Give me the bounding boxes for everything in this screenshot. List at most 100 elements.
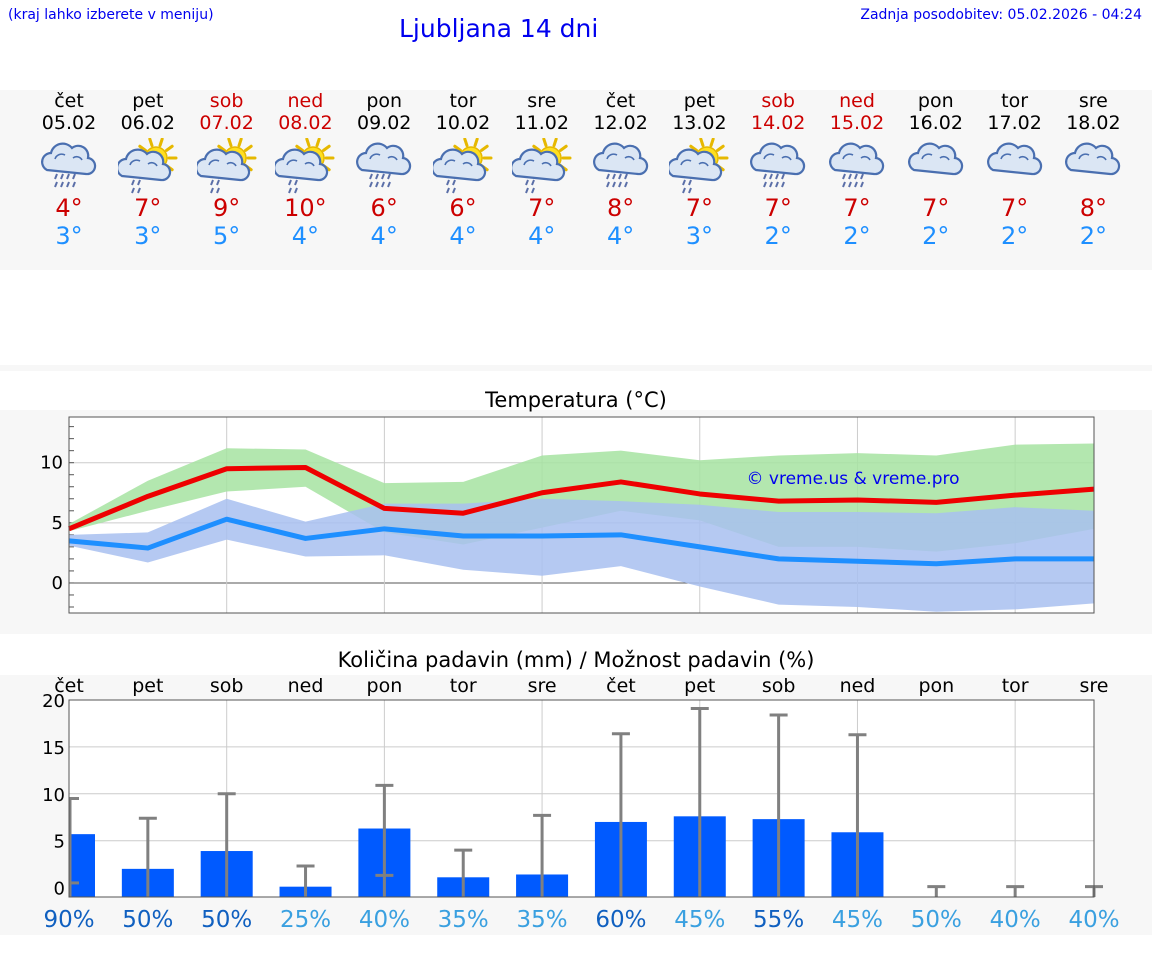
sun-ray bbox=[158, 138, 164, 148]
cloud-detail bbox=[999, 153, 1011, 160]
day-name: čet bbox=[605, 90, 636, 112]
day-name: čet bbox=[54, 90, 84, 112]
precip-probability: 50% bbox=[911, 907, 962, 933]
cloud-detail bbox=[698, 161, 710, 167]
raindrop bbox=[375, 181, 380, 188]
day-name: pon bbox=[366, 90, 403, 112]
sun-ray bbox=[480, 144, 489, 152]
raindrop bbox=[860, 173, 864, 180]
sun-ray bbox=[315, 138, 322, 148]
raindrop bbox=[369, 173, 374, 180]
raindrop bbox=[848, 173, 852, 180]
cloud-shape bbox=[592, 142, 648, 176]
cloud-shape bbox=[275, 148, 329, 182]
min-temp: 2° bbox=[1079, 222, 1108, 250]
precip-day-label: pon bbox=[367, 675, 403, 697]
cloud-shape bbox=[750, 142, 806, 176]
raindrop bbox=[209, 187, 214, 194]
raindrop bbox=[769, 173, 774, 180]
sun-ray bbox=[542, 138, 548, 148]
raindrop bbox=[623, 181, 628, 188]
last-update: Zadnja posodobitev: 05.02.2026 - 04:24 bbox=[860, 7, 1142, 23]
rain-drops bbox=[682, 179, 693, 194]
max-temp: 8° bbox=[606, 194, 635, 222]
raindrop bbox=[130, 179, 135, 186]
precip-day-label: sob bbox=[762, 675, 796, 697]
rain-drops bbox=[763, 173, 786, 188]
day-date: 08.02 bbox=[278, 112, 333, 134]
day-name: sob bbox=[209, 90, 244, 112]
day-date: 09.02 bbox=[356, 112, 412, 134]
sun-ray bbox=[138, 144, 147, 152]
raindrop bbox=[66, 173, 70, 180]
min-temp: 4° bbox=[528, 222, 556, 250]
raindrop bbox=[860, 181, 864, 188]
raindrop bbox=[775, 181, 780, 188]
raindrop bbox=[381, 173, 386, 180]
day-date: 17.02 bbox=[987, 112, 1042, 134]
sun-ray bbox=[473, 138, 479, 148]
raindrop bbox=[617, 173, 622, 180]
day-column: sre 18.02 8° 2° bbox=[1053, 90, 1133, 250]
cloud-detail bbox=[369, 153, 381, 160]
day-column: pon 09.02 6° 4° bbox=[344, 90, 424, 250]
day-name: pet bbox=[132, 90, 164, 112]
precip-day-label: pet bbox=[684, 675, 715, 697]
min-temp: 2° bbox=[843, 222, 871, 250]
rain-drops bbox=[369, 173, 392, 188]
cloud-icon bbox=[1065, 142, 1121, 176]
day-date: 15.02 bbox=[829, 112, 885, 134]
raindrop bbox=[682, 179, 687, 186]
precip-day-label: ned bbox=[840, 675, 876, 697]
sun-ray bbox=[322, 144, 332, 152]
cloud-shape bbox=[669, 148, 723, 182]
sun-ray bbox=[716, 144, 726, 152]
rain-drops bbox=[54, 173, 76, 188]
raindrop bbox=[611, 173, 616, 180]
sun-ray bbox=[148, 138, 154, 148]
day-column: tor 10.02 6° 4° bbox=[423, 90, 503, 250]
day-date: 18.02 bbox=[1066, 112, 1121, 134]
min-temp: 3° bbox=[685, 222, 714, 250]
raindrop bbox=[848, 181, 852, 188]
max-temp: 9° bbox=[212, 194, 241, 222]
cloud-shape bbox=[829, 142, 885, 176]
cloud-rain-icon bbox=[829, 142, 885, 188]
rain-drops bbox=[446, 179, 456, 194]
max-temp: 10° bbox=[284, 194, 327, 222]
day-date: 07.02 bbox=[199, 112, 254, 134]
cloud-icon bbox=[986, 142, 1042, 176]
cloud-shape bbox=[117, 148, 171, 182]
day-date: 14.02 bbox=[750, 112, 806, 134]
precip-day-label: ned bbox=[288, 675, 324, 697]
menu-hint[interactable]: (kraj lahko izberete v meniju) bbox=[8, 7, 214, 23]
sun-ray bbox=[699, 138, 705, 148]
raindrop bbox=[688, 179, 693, 186]
cloud-shape bbox=[907, 142, 963, 176]
y-tick-label: 5 bbox=[54, 832, 65, 853]
raindrop bbox=[617, 181, 622, 188]
day-column: tor 17.02 7° 2° bbox=[975, 90, 1055, 250]
day-column: sre 11.02 7° 4° bbox=[502, 90, 582, 250]
cloud-detail bbox=[54, 153, 66, 160]
day-column: ned 15.02 7° 2° bbox=[817, 90, 897, 250]
raindrop bbox=[769, 181, 774, 188]
cloud-rain-icon bbox=[41, 142, 97, 188]
max-temp: 7° bbox=[922, 194, 950, 222]
cloud-detail bbox=[523, 159, 535, 166]
rain-drops bbox=[842, 173, 864, 188]
cloud-detail bbox=[387, 155, 398, 161]
day-name: ned bbox=[839, 90, 875, 112]
day-column: čet 05.02 4° 3° bbox=[29, 90, 109, 250]
raindrop bbox=[688, 187, 693, 194]
precip-day-label: sre bbox=[1080, 675, 1109, 697]
watermark: © vreme.us & vreme.pro bbox=[746, 469, 959, 489]
raindrop bbox=[605, 173, 610, 180]
raindrop bbox=[452, 187, 456, 194]
day-name: pon bbox=[917, 90, 954, 112]
day-date: 16.02 bbox=[908, 112, 963, 134]
precip-bar bbox=[69, 834, 95, 897]
raindrop bbox=[387, 173, 392, 180]
sun-ray bbox=[243, 144, 253, 152]
raindrop bbox=[72, 173, 76, 180]
